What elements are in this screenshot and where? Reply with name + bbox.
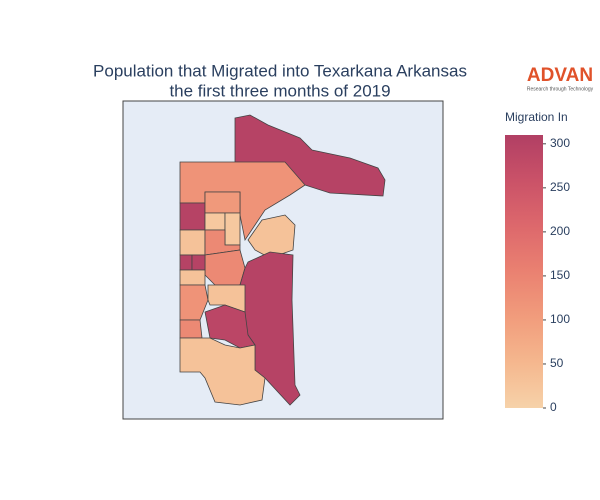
region — [224, 212, 241, 246]
colorbar-tick-label: 300 — [550, 136, 570, 150]
chart-title: Population that Migrated into Texarkana … — [93, 61, 467, 80]
region — [179, 337, 266, 406]
logo-tagline: Research through Technology — [527, 86, 594, 92]
region — [179, 254, 193, 271]
colorbar-tick-label: 150 — [550, 268, 570, 282]
colorbar-tick-label: 0 — [550, 400, 557, 414]
colorbar-tick-label: 50 — [550, 356, 564, 370]
logo: ADVAN — [527, 65, 593, 86]
colorbar — [505, 135, 543, 408]
chart-title: the first three months of 2019 — [169, 81, 390, 100]
region — [179, 284, 209, 321]
colorbar-tick-label: 200 — [550, 224, 570, 238]
colorbar-title: Migration In — [505, 110, 568, 124]
region — [179, 319, 203, 339]
colorbar-tick-label: 250 — [550, 180, 570, 194]
regions — [179, 114, 386, 406]
region — [179, 202, 206, 231]
region — [179, 269, 206, 286]
region — [204, 212, 226, 231]
colorbar-tick-label: 100 — [550, 312, 570, 326]
region — [179, 229, 206, 256]
region — [191, 254, 206, 271]
region — [204, 249, 246, 286]
region — [204, 191, 241, 214]
